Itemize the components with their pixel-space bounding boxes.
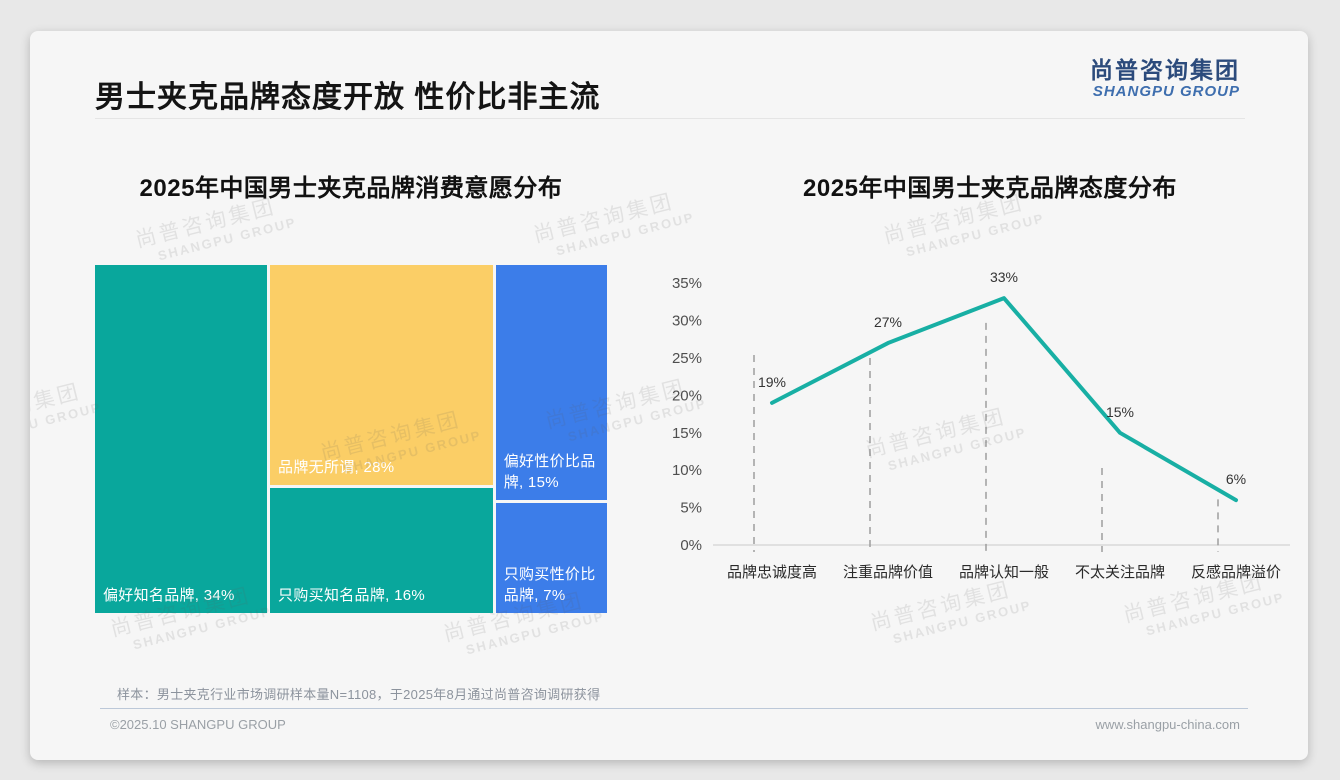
- y-axis-tick-label: 20%: [672, 387, 702, 404]
- title-divider: [95, 118, 1245, 119]
- y-axis-tick-label: 5%: [680, 500, 702, 517]
- data-point-label: 19%: [758, 374, 786, 390]
- sample-note: 样本：男士夹克行业市场调研样本量N=1108，于2025年8月通过尚普咨询调研获…: [117, 687, 601, 702]
- treemap-block-label: 偏好知名品牌, 34%: [103, 587, 235, 605]
- treemap-block-label: 只购买知名品牌, 16%: [278, 587, 426, 605]
- y-axis-tick-label: 35%: [672, 275, 702, 292]
- x-axis-category-label: 注重品牌价值: [843, 564, 933, 581]
- y-axis-labels: 0% 5% 10% 15% 20% 25% 30% 35%: [672, 275, 702, 554]
- treemap-block: 品牌无所谓, 28%: [270, 265, 493, 485]
- brand-logo-cn: 尚普咨询集团: [1090, 57, 1240, 83]
- treemap-block: 偏好知名品牌, 34%: [95, 265, 268, 613]
- y-axis-tick-label: 15%: [672, 425, 702, 442]
- website-text: www.shangpu-china.com: [1095, 717, 1240, 732]
- data-point-label: 27%: [874, 314, 902, 330]
- consumption-treemap: 偏好知名品牌, 34% 品牌无所谓, 28% 只购买知名品牌, 16% 偏好性价比品牌…: [95, 265, 607, 613]
- y-axis-tick-label: 0%: [680, 537, 702, 554]
- line-chart-title: 2025年中国男士夹克品牌态度分布: [803, 175, 1177, 202]
- treemap-block: 偏好性价比品牌, 15%: [495, 265, 607, 501]
- x-axis-category-label: 不太关注品牌: [1075, 564, 1165, 581]
- data-point-labels: 19% 27% 33% 15% 6%: [758, 269, 1246, 487]
- attitude-line-chart: 0% 5% 10% 15% 20% 25% 30% 35% 19% 27% 33% 15% 6% 品牌忠诚…: [672, 269, 1290, 581]
- footer-divider: [100, 708, 1248, 709]
- treemap-column: 品牌无所谓, 28% 只购买知名品牌, 16%: [270, 265, 493, 613]
- treemap-block: 只购买知名品牌, 16%: [270, 487, 493, 613]
- page-title: 男士夹克品牌态度开放 性价比非主流: [95, 81, 601, 114]
- treemap-column: 偏好知名品牌, 34%: [95, 265, 268, 613]
- brand-logo: 尚普咨询集团 SHANGPU GROUP: [1030, 57, 1240, 101]
- data-point-label: 15%: [1106, 404, 1134, 420]
- y-axis-tick-label: 25%: [672, 350, 702, 367]
- x-axis-category-label: 品牌忠诚度高: [727, 564, 817, 581]
- data-point-label: 33%: [990, 269, 1018, 285]
- treemap-block-label: 只购买性价比品牌, 7%: [503, 565, 596, 605]
- brand-logo-en: SHANGPU GROUP: [1092, 83, 1240, 101]
- treemap-block-label: 品牌无所谓, 28%: [278, 458, 395, 476]
- x-axis-category-label: 反感品牌溢价: [1191, 564, 1281, 581]
- data-point-label: 6%: [1226, 471, 1246, 487]
- treemap-chart-title: 2025年中国男士夹克品牌消费意愿分布: [139, 175, 563, 202]
- x-axis-labels: 品牌忠诚度高 注重品牌价值 品牌认知一般 不太关注品牌 反感品牌溢价: [727, 564, 1281, 581]
- attitude-data-line: [770, 296, 1238, 503]
- guide-lines: [753, 322, 1219, 552]
- y-axis-tick-label: 10%: [672, 462, 702, 479]
- copyright-text: ©2025.10 SHANGPU GROUP: [110, 717, 286, 732]
- y-axis-tick-label: 30%: [672, 313, 702, 330]
- treemap-block-label: 偏好性价比品牌, 15%: [503, 452, 596, 492]
- treemap-column: 偏好性价比品牌, 15% 只购买性价比品牌, 7%: [495, 265, 607, 613]
- treemap-block: 只购买性价比品牌, 7%: [495, 503, 607, 613]
- x-axis-category-label: 品牌认知一般: [959, 564, 1049, 581]
